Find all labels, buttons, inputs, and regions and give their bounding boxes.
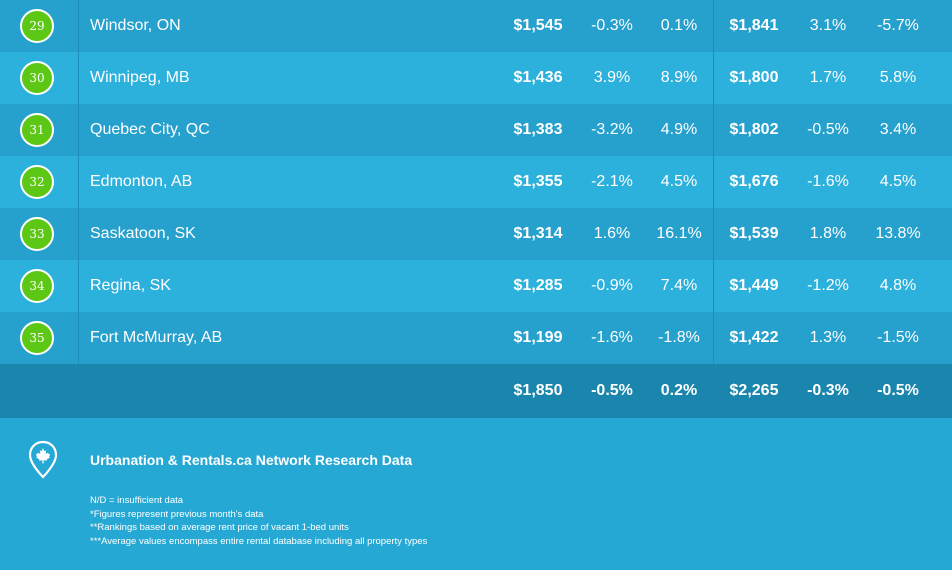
rank-badge: 30 — [20, 61, 54, 95]
rank-badge: 34 — [20, 269, 54, 303]
two-bed-monthly-change: 1.7% — [809, 69, 847, 86]
two-bed-yearly-change: 13.8% — [875, 225, 921, 242]
footnote: N/D = insufficient data — [90, 495, 184, 506]
two-bed-rent: $1,802 — [729, 121, 779, 138]
one-bed-rent: $1,383 — [513, 121, 563, 138]
two-bed-yearly-change: -1.5% — [877, 329, 919, 346]
one-bed-monthly-change: 3.9% — [593, 69, 631, 86]
footer — [0, 418, 952, 570]
total-two-bed-monthly-change: -0.3% — [807, 382, 849, 399]
table-row: 35 Fort McMurray, AB $1,199 -1.6% -1.8% … — [0, 312, 952, 364]
city-name: Regina, SK — [90, 277, 171, 294]
one-bed-rent: $1,436 — [513, 69, 563, 86]
table-row: 32 Edmonton, AB $1,355 -2.1% 4.5% $1,676… — [0, 156, 952, 208]
two-bed-monthly-change: -1.2% — [807, 277, 849, 294]
footnote: ***Average values encompass entire renta… — [90, 535, 428, 547]
table-row: 33 Saskatoon, SK $1,314 1.6% 16.1% $1,53… — [0, 208, 952, 260]
footnote: **Rankings based on average rent price o… — [90, 522, 349, 533]
one-bed-rent: $1,285 — [513, 277, 563, 294]
footnotes: N/D = insufficient data *Figures represe… — [90, 494, 427, 548]
rent-ranking-table: 29 Windsor, ON $1,545 -0.3% 0.1% $1,841 … — [0, 0, 952, 364]
two-bed-rent: $1,841 — [729, 17, 779, 34]
two-bed-rent: $1,800 — [729, 69, 779, 86]
city-name: Windsor, ON — [90, 17, 181, 34]
city-name: Winnipeg, MB — [90, 69, 190, 86]
canada-maple-leaf-pin-icon — [28, 440, 58, 485]
totals-row: $1,850 -0.5% 0.2% $2,265 -0.3% -0.5% — [0, 364, 952, 418]
two-bed-monthly-change: 3.1% — [809, 17, 847, 34]
one-bed-rent: $1,355 — [513, 173, 563, 190]
one-bed-yearly-change: 4.9% — [660, 121, 698, 138]
two-bed-monthly-change: 1.3% — [809, 329, 847, 346]
table-row: 34 Regina, SK $1,285 -0.9% 7.4% $1,449 -… — [0, 260, 952, 312]
city-name: Saskatoon, SK — [90, 225, 196, 242]
city-name: Quebec City, QC — [90, 121, 210, 138]
one-bed-yearly-change: 0.1% — [660, 17, 698, 34]
one-bed-monthly-change: -2.1% — [591, 173, 633, 190]
two-bed-yearly-change: 4.8% — [879, 277, 917, 294]
two-bed-yearly-change: 4.5% — [879, 173, 917, 190]
total-one-bed-yearly-change: 0.2% — [660, 382, 698, 399]
one-bed-yearly-change: 8.9% — [660, 69, 698, 86]
rank-badge: 33 — [20, 217, 54, 251]
total-two-bed-rent: $2,265 — [729, 382, 779, 399]
table-row: 30 Winnipeg, MB $1,436 3.9% 8.9% $1,800 … — [0, 52, 952, 104]
total-two-bed-yearly-change: -0.5% — [877, 382, 919, 399]
rank-badge: 29 — [20, 9, 54, 43]
two-bed-monthly-change: -1.6% — [807, 173, 849, 190]
one-bed-rent: $1,545 — [513, 17, 563, 34]
footer-title: Urbanation & Rentals.ca Network Research… — [90, 452, 413, 468]
one-bed-yearly-change: 4.5% — [660, 173, 698, 190]
two-bed-yearly-change: 5.8% — [879, 69, 917, 86]
footnote: *Figures represent previous month's data — [90, 508, 264, 520]
two-bed-yearly-change: -5.7% — [877, 17, 919, 34]
two-bed-yearly-change: 3.4% — [879, 121, 917, 138]
two-bed-rent: $1,676 — [729, 173, 779, 190]
two-bed-rent: $1,422 — [729, 329, 779, 346]
one-bed-monthly-change: -0.3% — [591, 17, 633, 34]
one-bed-yearly-change: 16.1% — [656, 225, 702, 242]
total-one-bed-monthly-change: -0.5% — [591, 382, 633, 399]
rank-badge: 32 — [20, 165, 54, 199]
table-row: 29 Windsor, ON $1,545 -0.3% 0.1% $1,841 … — [0, 0, 952, 52]
one-bed-rent: $1,314 — [513, 225, 563, 242]
total-one-bed-rent: $1,850 — [513, 382, 563, 399]
table-row: 31 Quebec City, QC $1,383 -3.2% 4.9% $1,… — [0, 104, 952, 156]
city-name: Fort McMurray, AB — [90, 329, 223, 346]
one-bed-yearly-change: 7.4% — [660, 277, 698, 294]
one-bed-monthly-change: -0.9% — [591, 277, 633, 294]
rank-badge: 35 — [20, 321, 54, 355]
rank-badge: 31 — [20, 113, 54, 147]
one-bed-monthly-change: -1.6% — [591, 329, 633, 346]
one-bed-monthly-change: -3.2% — [591, 121, 633, 138]
one-bed-yearly-change: -1.8% — [658, 329, 700, 346]
two-bed-monthly-change: 1.8% — [809, 225, 847, 242]
two-bed-rent: $1,539 — [729, 225, 779, 242]
one-bed-monthly-change: 1.6% — [593, 225, 631, 242]
one-bed-rent: $1,199 — [513, 329, 563, 346]
city-name: Edmonton, AB — [90, 173, 193, 190]
two-bed-rent: $1,449 — [729, 277, 779, 294]
two-bed-monthly-change: -0.5% — [807, 121, 849, 138]
